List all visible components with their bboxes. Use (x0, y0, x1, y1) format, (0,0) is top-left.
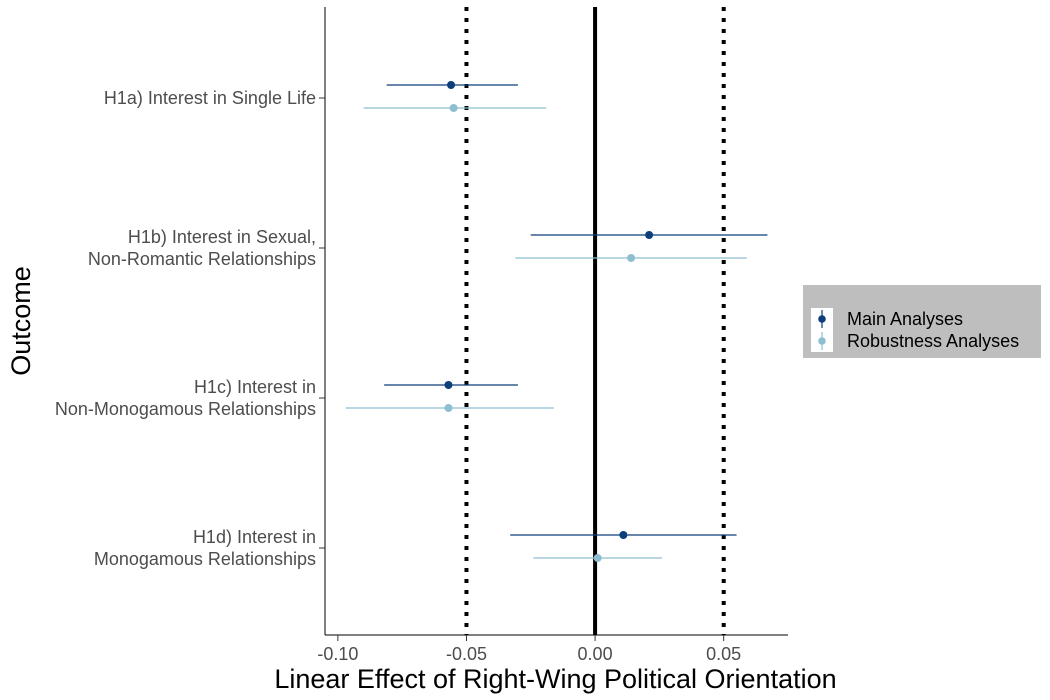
category-label: Non-Monogamous Relationships (55, 399, 316, 419)
x-tick-label: 0.05 (706, 644, 741, 664)
main-point (447, 81, 456, 89)
x-tick-label: -0.10 (317, 644, 358, 664)
y-axis-title: Outcome (6, 266, 36, 376)
legend-background (803, 285, 1041, 358)
x-axis-ticks: -0.10 -0.05 0.00 0.05 (317, 635, 741, 664)
legend-label-robustness: Robustness Analyses (847, 331, 1019, 351)
category-label: Monogamous Relationships (94, 549, 316, 569)
reference-lines (464, 7, 726, 635)
main-point (444, 381, 453, 389)
main-point (645, 231, 654, 239)
confidence-intervals (345, 84, 768, 559)
legend-key-point-robustness (818, 337, 826, 345)
category-label: H1d) Interest in (193, 527, 316, 547)
robustness-point (449, 104, 458, 112)
x-axis-title: Linear Effect of Right-Wing Political Or… (274, 664, 836, 694)
robustness-point (593, 554, 602, 562)
y-axis-ticks: H1a) Interest in Single Life H1b) Interes… (55, 88, 325, 569)
x-tick-label: 0.00 (578, 644, 613, 664)
legend-key-point-main (818, 315, 826, 323)
point-estimates (444, 81, 654, 562)
main-point (619, 531, 628, 539)
robustness-point (627, 254, 636, 262)
axes (324, 7, 788, 636)
category-label: H1a) Interest in Single Life (104, 88, 316, 108)
robustness-point (444, 404, 453, 412)
legend-label-main: Main Analyses (847, 309, 963, 329)
x-tick-label: -0.05 (446, 644, 487, 664)
category-label: Non-Romantic Relationships (88, 249, 316, 269)
category-label: H1b) Interest in Sexual, (128, 227, 316, 247)
category-label: H1c) Interest in (194, 377, 316, 397)
